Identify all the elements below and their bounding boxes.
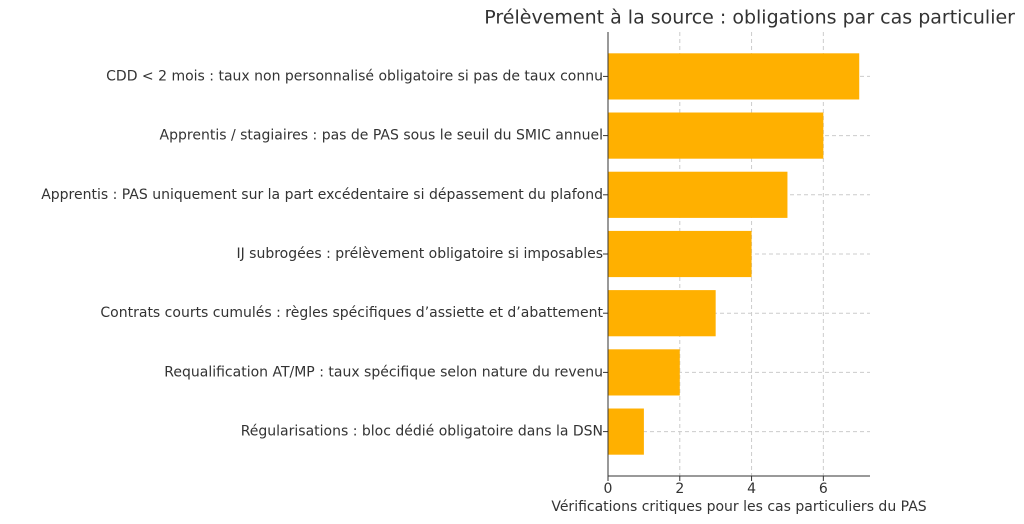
bar [608,53,860,100]
y-tick-label: Apprentis / stagiaires : pas de PAS sous… [160,128,603,144]
y-tick-label: Contrats courts cumulés : règles spécifi… [100,305,603,321]
y-tick-label: Régularisations : bloc dédié obligatoire… [241,424,603,440]
bar [608,408,644,455]
y-tick-label: Requalification AT/MP : taux spécifique … [164,364,603,380]
y-tick-label: CDD < 2 mois : taux non personnalisé obl… [106,68,603,84]
y-tick-label: IJ subrogées : prélèvement obligatoire s… [236,246,603,262]
chart-title: Prélèvement à la source : obligations pa… [484,7,1015,29]
x-axis-label: Vérifications critiques pour les cas par… [551,499,926,515]
x-tick-label: 6 [819,481,828,497]
bar [608,171,788,218]
bar [608,230,752,278]
x-tick-label: 2 [675,481,684,497]
y-tick-label: Apprentis : PAS uniquement sur la part e… [41,187,603,203]
bar [608,290,716,337]
x-tick-label: 4 [747,481,756,497]
bar [608,112,824,159]
bar [608,349,680,396]
x-tick-label: 0 [604,481,613,497]
